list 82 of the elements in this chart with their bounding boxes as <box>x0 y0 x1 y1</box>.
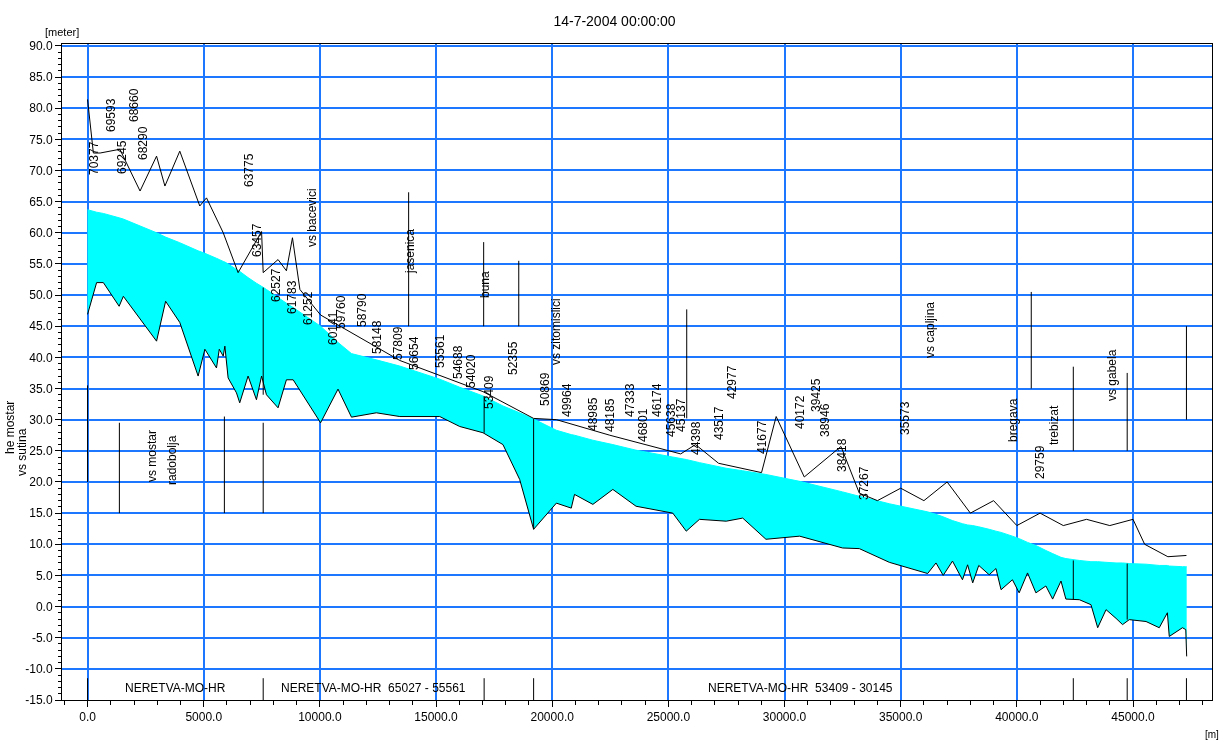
x-tick-label: 0.0 <box>79 710 97 725</box>
annotation: 46174 <box>650 383 664 417</box>
annotation: 70377 <box>87 141 101 175</box>
annotation: 52355 <box>506 341 520 375</box>
y-tick-label: 65.0 <box>29 194 53 209</box>
annotation: 61252 <box>301 291 315 325</box>
x-tick-label: 15000.0 <box>414 710 459 725</box>
y-tick-label: -15.0 <box>25 693 53 708</box>
y-tick-label: 45.0 <box>29 319 53 334</box>
annotation: 38418 <box>835 438 849 472</box>
annotation: buna <box>478 270 492 298</box>
annotation: 47333 <box>623 383 637 417</box>
annotation: 40172 <box>793 395 807 429</box>
annotation: 69593 <box>104 98 118 132</box>
annotation: 48185 <box>603 398 617 432</box>
y-tick-label: 25.0 <box>29 444 53 459</box>
y-axis-title: [meter] <box>45 26 80 38</box>
annotation: 57809 <box>391 326 405 360</box>
x-tick-label: 5000.0 <box>185 710 223 725</box>
y-tick-label: 55.0 <box>29 257 53 272</box>
annotation: trebizat <box>1047 404 1061 445</box>
annotation: 48985 <box>586 397 600 431</box>
annotation: 50869 <box>538 372 552 406</box>
y-tick-label: 75.0 <box>29 132 53 147</box>
y-tick-label: 30.0 <box>29 412 53 427</box>
annotation: 54020 <box>464 354 478 388</box>
annotation: 46801 <box>636 408 650 442</box>
x-tick-label: 45000.0 <box>1111 710 1156 725</box>
annotation: 44398 <box>689 421 703 455</box>
annotation: 55561 <box>433 334 447 368</box>
annotation: 68660 <box>127 88 141 122</box>
x-tick-label: 20000.0 <box>530 710 575 725</box>
y-tick-label: 20.0 <box>29 475 53 490</box>
x-axis-title: [m] <box>1205 729 1220 740</box>
annotation: 68290 <box>136 126 150 160</box>
y-tick-label: 0.0 <box>35 599 53 614</box>
annotation: radobolja <box>165 435 179 485</box>
x-tick-label: 40000.0 <box>995 710 1039 725</box>
y-tick-label: 35.0 <box>29 381 53 396</box>
annotation: 63457 <box>250 223 264 257</box>
y-tick-label: 80.0 <box>29 101 53 116</box>
x-tick-label: 10000.0 <box>298 710 342 725</box>
text: he mostar <box>3 400 17 454</box>
y-tick-label: -5.0 <box>31 630 53 645</box>
annotation: 29759 <box>1033 445 1047 479</box>
y-tick-label: 5.0 <box>35 568 53 583</box>
x-tick-label: 35000.0 <box>878 710 923 725</box>
y-tick-label: 15.0 <box>29 506 53 521</box>
y-tick-label: 50.0 <box>29 288 53 303</box>
annotation: 42977 <box>725 365 739 399</box>
annotation: 63775 <box>242 153 256 187</box>
annotation: vs capljina <box>923 301 937 358</box>
annotation: 43517 <box>712 406 726 440</box>
x-tick-label: 25000.0 <box>646 710 691 725</box>
y-tick-label: 70.0 <box>29 163 53 178</box>
annotation: 69245 <box>115 140 129 174</box>
annotation: 58148 <box>370 320 384 354</box>
text: vs sutina <box>15 428 29 476</box>
y-tick-label: -10.0 <box>25 662 53 677</box>
annotation: 62527 <box>269 268 283 302</box>
annotation: 54688 <box>451 345 465 379</box>
annotation: vs mostar <box>145 429 159 482</box>
y-tick-label: 85.0 <box>29 70 53 85</box>
y-tick-label: 90.0 <box>29 39 53 54</box>
annotation: 58790 <box>355 293 369 327</box>
y-tick-label: 10.0 <box>29 537 53 552</box>
annotation: 53409 <box>482 375 496 409</box>
annotation: 49964 <box>560 383 574 417</box>
y-tick-label: 60.0 <box>29 225 53 240</box>
annotation: vs gabela <box>1105 349 1119 401</box>
annotation: vs zitomislici <box>549 298 563 365</box>
annotation: 35573 <box>898 401 912 435</box>
annotation: jasenica <box>403 228 417 274</box>
annotation: vs bacevici <box>305 188 319 247</box>
x-tick-label: 30000.0 <box>762 710 807 725</box>
annotation: 37267 <box>857 466 871 500</box>
annotation: 41677 <box>755 420 769 454</box>
annotation: 56654 <box>407 336 421 370</box>
chart-title: 14-7-2004 00:00:00 <box>553 12 676 29</box>
annotation: bregava <box>1006 398 1020 442</box>
annotation: 61783 <box>285 280 299 314</box>
y-tick-label: 40.0 <box>29 350 53 365</box>
